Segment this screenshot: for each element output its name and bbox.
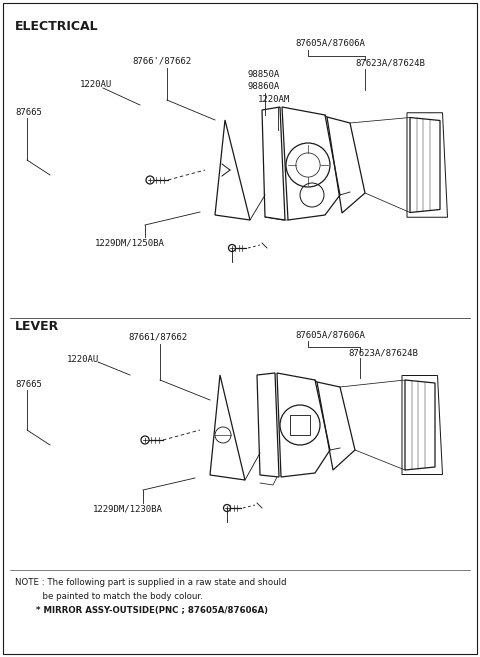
Text: 98860A: 98860A (248, 82, 280, 91)
Text: * MIRROR ASSY-OUTSIDE(PNC ; 87605A/87606A): * MIRROR ASSY-OUTSIDE(PNC ; 87605A/87606… (15, 606, 268, 615)
Text: 1220AU: 1220AU (80, 80, 112, 89)
Text: 87605A/87606A: 87605A/87606A (295, 330, 365, 339)
Text: 1220AM: 1220AM (258, 95, 290, 104)
Text: ELECTRICAL: ELECTRICAL (15, 20, 98, 33)
Text: 1229DM/1230BA: 1229DM/1230BA (93, 505, 163, 514)
Text: 87623A/87624B: 87623A/87624B (348, 348, 418, 357)
Text: 1229DM/1250BA: 1229DM/1250BA (95, 238, 165, 247)
Text: 87623A/87624B: 87623A/87624B (355, 58, 425, 67)
Text: 87661/87662: 87661/87662 (128, 333, 187, 342)
Text: 87665: 87665 (15, 108, 42, 117)
Text: 87605A/87606A: 87605A/87606A (295, 38, 365, 47)
Text: 1220AU: 1220AU (67, 355, 99, 364)
Text: be painted to match the body colour.: be painted to match the body colour. (15, 592, 203, 601)
Text: 98850A: 98850A (248, 70, 280, 79)
Text: 87665: 87665 (15, 380, 42, 389)
Text: 8766'/87662: 8766'/87662 (132, 57, 191, 66)
Text: NOTE : The following part is supplied in a raw state and should: NOTE : The following part is supplied in… (15, 578, 287, 587)
Text: LEVER: LEVER (15, 320, 59, 333)
